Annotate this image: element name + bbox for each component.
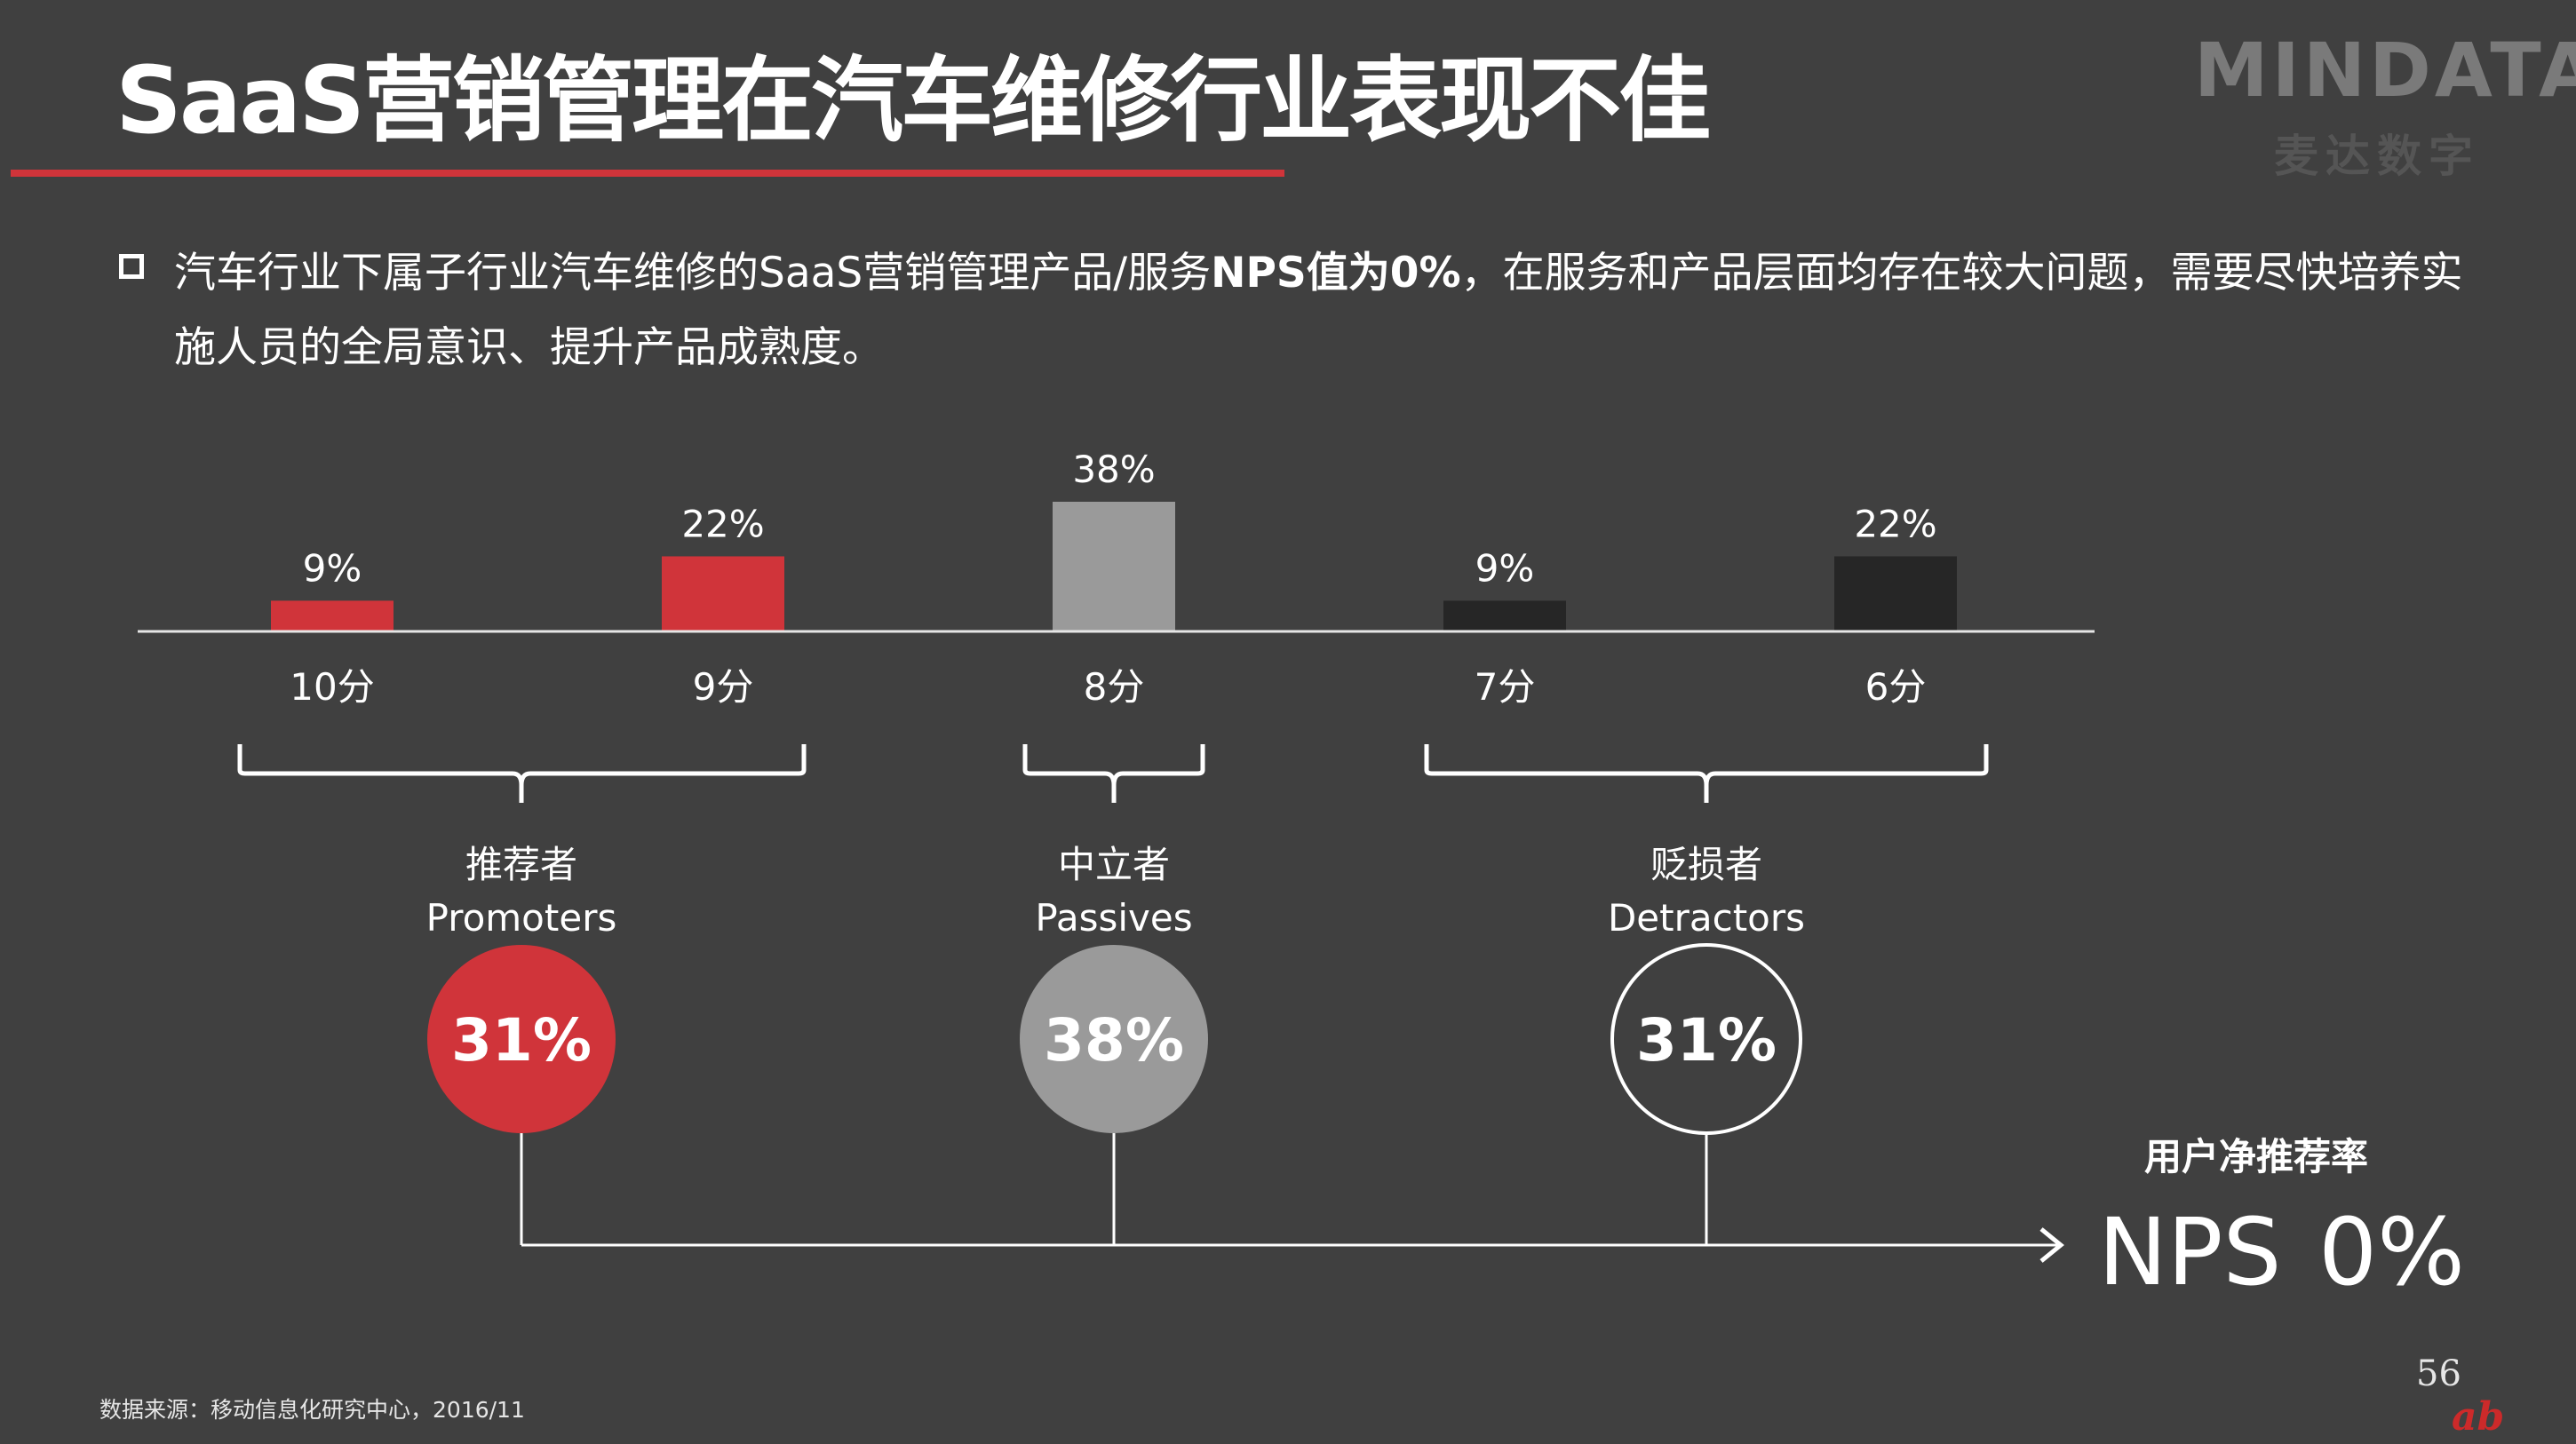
nps-value: 0% xyxy=(2318,1198,2465,1306)
bar-value-label: 22% xyxy=(681,502,764,545)
nps-caption: 用户净推荐率 xyxy=(2144,1135,2368,1178)
bar-5 xyxy=(1834,556,1957,631)
x-tick-label: 9分 xyxy=(693,665,754,709)
bar-1 xyxy=(271,600,394,631)
page-title: SaaS营销管理在汽车维修行业表现不佳 xyxy=(115,46,1711,155)
summary-highlight: NPS值为0% xyxy=(1211,249,1461,298)
bar-2 xyxy=(662,556,784,631)
bullet-square-icon xyxy=(119,254,144,279)
bar-4 xyxy=(1443,600,1566,631)
corner-logo-mark: ab xyxy=(2452,1394,2505,1440)
arrow-right-icon xyxy=(2039,1227,2064,1263)
group-circle-passive xyxy=(1020,945,1208,1133)
x-tick-label: 10分 xyxy=(290,665,374,709)
group-share-label: 38% xyxy=(1044,1006,1184,1075)
group-bracket-promoter xyxy=(237,744,807,803)
bar-value-label: 22% xyxy=(1854,502,1936,545)
summary-text: 汽车行业下属子行业汽车维修的SaaS营销管理产品/服务NPS值为0%，在服务和产… xyxy=(174,236,2484,385)
group-label-cn: 中立者 xyxy=(1058,843,1170,886)
group-share-label: 31% xyxy=(1636,1006,1777,1075)
summary-part-2: ，在服务和产品层面均存在较大问题，需要尽快培养实施人员的全局意识、提升产品成熟度… xyxy=(174,249,2463,372)
group-circle-promoter xyxy=(427,945,616,1133)
bar-value-label: 38% xyxy=(1072,448,1155,491)
bar-3 xyxy=(1053,502,1175,631)
bar-value-label: 9% xyxy=(1475,546,1535,590)
group-share-label: 31% xyxy=(451,1006,592,1075)
brand-logo: MINDATA 麦达数字 xyxy=(2194,9,2576,186)
summary-part-1: 汽车行业下属子行业汽车维修的SaaS营销管理产品/服务 xyxy=(174,249,1212,298)
data-source: 数据来源：移动信息化研究中心，2016/11 xyxy=(99,1397,525,1423)
group-bracket-detractor xyxy=(1424,744,1989,803)
title-underline xyxy=(11,170,1284,177)
group-label-en: Promoters xyxy=(426,896,617,940)
logo-subtitle: 麦达数字 xyxy=(2274,131,2480,182)
page-number: 56 xyxy=(2416,1353,2461,1394)
group-label-en: Detractors xyxy=(1608,896,1805,940)
group-label-cn: 贬损者 xyxy=(1650,843,1762,886)
group-label-en: Passives xyxy=(1035,896,1192,940)
group-bracket-passive xyxy=(1022,744,1205,803)
x-tick-label: 8分 xyxy=(1084,665,1145,709)
logo-text: MINDATA xyxy=(2194,27,2576,114)
x-tick-label: 6分 xyxy=(1865,665,1927,709)
group-label-cn: 推荐者 xyxy=(465,843,577,886)
bar-value-label: 9% xyxy=(303,546,362,590)
x-tick-label: 7分 xyxy=(1475,665,1536,709)
nps-label: NPS xyxy=(2098,1198,2282,1306)
